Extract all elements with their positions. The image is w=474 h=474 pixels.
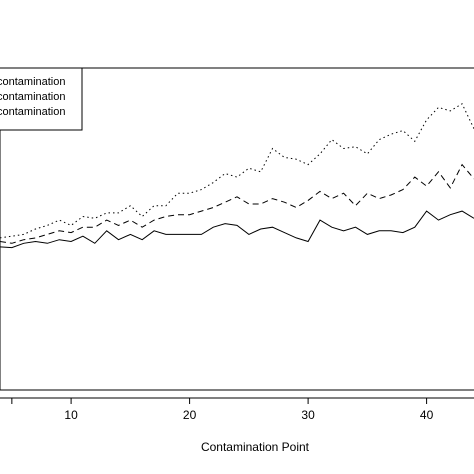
series-line-solid (0, 210, 474, 249)
series-line-dashed (0, 163, 474, 244)
legend-label: contamination (0, 76, 66, 88)
x-tick-label: 10 (64, 408, 78, 422)
legend-box (0, 67, 83, 131)
x-tick-label: 20 (183, 408, 197, 422)
legend: contamination contamination contamination (0, 67, 83, 131)
plot-frame (0, 67, 474, 391)
x-axis-label: Contamination Point (201, 440, 310, 454)
legend-label: contamination (0, 91, 66, 103)
x-tick-label: 40 (420, 408, 434, 422)
x-axis-ticks: 10 20 30 40 (11, 398, 434, 422)
legend-label: contamination (0, 106, 66, 118)
x-tick-label: 30 (301, 408, 315, 422)
series-lines (0, 103, 474, 249)
